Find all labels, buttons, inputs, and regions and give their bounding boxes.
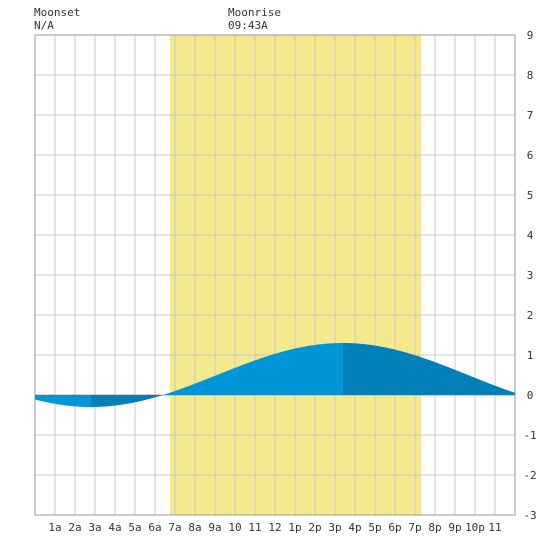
x-tick-label: 9p [448, 521, 461, 534]
moonset-label: Moonset [34, 6, 80, 19]
moonset-value: N/A [34, 19, 54, 32]
x-tick-label: 1p [288, 521, 301, 534]
tide-area-segment [35, 395, 91, 407]
tide-area-segment [343, 343, 515, 395]
y-tick-label: 7 [527, 109, 534, 122]
y-tick-label: -2 [523, 469, 536, 482]
y-tick-label: 8 [527, 69, 534, 82]
y-tick-label: 1 [527, 349, 534, 362]
y-tick-label: 5 [527, 189, 534, 202]
moonrise-label: Moonrise [228, 6, 281, 19]
x-tick-label: 11 [248, 521, 261, 534]
x-tick-label: 4a [108, 521, 121, 534]
x-tick-label: 2a [68, 521, 81, 534]
x-tick-label: 7p [408, 521, 421, 534]
y-tick-label: 0 [527, 389, 534, 402]
x-tick-label: 9a [208, 521, 221, 534]
x-tick-label: 4p [348, 521, 361, 534]
x-tick-label: 8p [428, 521, 441, 534]
x-tick-label: 3a [88, 521, 101, 534]
x-tick-label: 6a [148, 521, 161, 534]
x-tick-label: 8a [188, 521, 201, 534]
tide-area-segment [91, 394, 165, 407]
plot-border [34, 34, 516, 516]
y-tick-label: -1 [523, 429, 536, 442]
x-tick-label: 5p [368, 521, 381, 534]
y-tick-label: -3 [523, 509, 536, 522]
y-tick-label: 4 [527, 229, 534, 242]
y-tick-label: 6 [527, 149, 534, 162]
x-tick-label: 12 [268, 521, 281, 534]
x-tick-label: 2p [308, 521, 321, 534]
x-tick-label: 3p [328, 521, 341, 534]
y-tick-label: 9 [527, 29, 534, 42]
tide-area-segment [165, 343, 343, 395]
x-tick-label: 7a [168, 521, 181, 534]
moonrise-value: 09:43A [228, 19, 268, 32]
x-tick-label: 1a [48, 521, 61, 534]
x-tick-label: 5a [128, 521, 141, 534]
x-tick-label: 10 [228, 521, 241, 534]
y-tick-label: 2 [527, 309, 534, 322]
x-tick-label: 10p [465, 521, 485, 534]
y-tick-label: 3 [527, 269, 534, 282]
x-tick-label: 6p [388, 521, 401, 534]
x-tick-label: 11 [488, 521, 501, 534]
